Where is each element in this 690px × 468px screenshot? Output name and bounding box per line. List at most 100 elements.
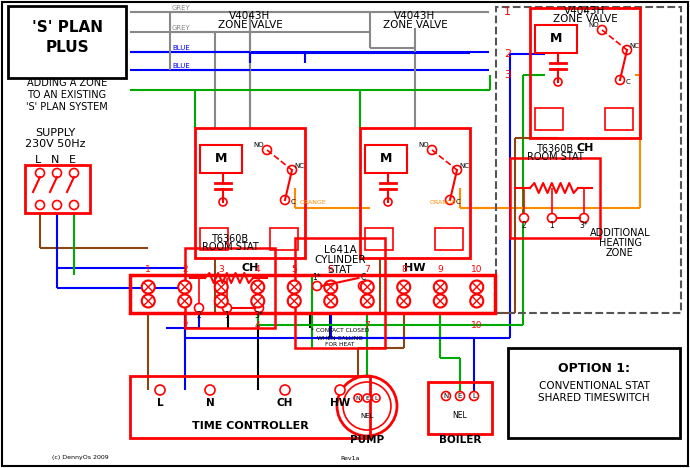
Circle shape [469, 392, 478, 401]
Text: C: C [455, 199, 460, 205]
Text: GREY: GREY [172, 5, 190, 11]
Bar [200, 145, 242, 173]
Text: 3*: 3* [255, 312, 264, 321]
Circle shape [455, 392, 464, 401]
Text: T6360B: T6360B [211, 234, 248, 244]
Text: 3: 3 [218, 264, 224, 273]
Circle shape [219, 198, 227, 206]
Circle shape [598, 25, 607, 35]
Text: (c) DennyOs 2009: (c) DennyOs 2009 [52, 455, 108, 461]
Text: 9: 9 [437, 264, 443, 273]
Text: 2: 2 [504, 49, 511, 59]
Circle shape [361, 280, 374, 293]
Bar [185, 248, 275, 328]
Circle shape [281, 196, 290, 205]
Text: 'S' PLAN: 'S' PLAN [32, 21, 103, 36]
Text: NO: NO [589, 22, 600, 28]
Text: ORANGE: ORANGE [300, 200, 327, 205]
Circle shape [52, 200, 61, 210]
Text: E: E [365, 395, 369, 401]
Text: 7: 7 [364, 264, 370, 273]
Circle shape [35, 168, 44, 177]
Bar [130, 275, 495, 313]
Text: N: N [355, 395, 360, 401]
Circle shape [622, 45, 631, 54]
Text: M: M [550, 32, 562, 45]
Text: CH: CH [576, 143, 593, 153]
Bar [270, 228, 298, 250]
Text: CYLINDER: CYLINDER [314, 255, 366, 265]
Text: L: L [374, 395, 377, 401]
Circle shape [471, 294, 483, 307]
Text: C: C [290, 199, 295, 205]
Text: 1: 1 [504, 7, 511, 17]
Circle shape [215, 294, 228, 307]
Bar [496, 7, 681, 313]
Text: N: N [444, 393, 448, 399]
Circle shape [520, 213, 529, 222]
Text: M: M [380, 153, 392, 166]
Circle shape [141, 294, 155, 307]
Text: V4043H: V4043H [564, 6, 606, 16]
Text: M: M [215, 153, 227, 166]
Text: 2: 2 [182, 321, 188, 329]
Text: ROOM STAT: ROOM STAT [526, 152, 583, 162]
Circle shape [255, 304, 264, 313]
Bar [365, 145, 407, 173]
Text: WHEN CALLING: WHEN CALLING [317, 336, 363, 341]
Text: 230V 50Hz: 230V 50Hz [25, 139, 86, 149]
Circle shape [35, 200, 44, 210]
Text: PLUS: PLUS [45, 41, 89, 56]
Bar [25, 165, 90, 213]
Text: ZONE VALVE: ZONE VALVE [383, 20, 447, 30]
Text: 10: 10 [471, 264, 482, 273]
Text: OPTION 1:: OPTION 1: [558, 361, 630, 374]
Text: 8: 8 [401, 264, 406, 273]
Text: NO: NO [419, 142, 429, 148]
Circle shape [397, 280, 411, 293]
Circle shape [453, 166, 462, 175]
Circle shape [446, 196, 455, 205]
Text: NEL: NEL [453, 411, 467, 421]
Circle shape [205, 385, 215, 395]
Bar [508, 348, 680, 438]
Text: BLUE: BLUE [172, 45, 190, 51]
Text: 4: 4 [255, 264, 261, 273]
Text: CH: CH [277, 398, 293, 408]
Text: ZONE: ZONE [606, 248, 634, 258]
Bar [200, 228, 228, 250]
Text: V4043H: V4043H [395, 11, 435, 21]
Text: 1: 1 [225, 312, 229, 321]
Text: ZONE VALVE: ZONE VALVE [217, 20, 282, 30]
Circle shape [363, 394, 371, 402]
Circle shape [434, 280, 446, 293]
Text: CONVENTIONAL STAT: CONVENTIONAL STAT [539, 381, 649, 391]
Text: NC: NC [629, 43, 639, 49]
Text: 1: 1 [550, 221, 554, 231]
Text: Rev1a: Rev1a [340, 455, 359, 461]
Text: 5: 5 [291, 264, 297, 273]
Circle shape [372, 394, 380, 402]
Bar [605, 108, 633, 130]
Text: TO AN EXISTING: TO AN EXISTING [28, 90, 106, 100]
Bar [435, 228, 463, 250]
Circle shape [547, 213, 557, 222]
Text: FOR HEAT: FOR HEAT [326, 343, 355, 348]
Bar [428, 382, 492, 434]
Circle shape [335, 385, 345, 395]
Text: BOILER: BOILER [439, 435, 481, 445]
Text: C: C [360, 272, 366, 281]
Circle shape [288, 294, 301, 307]
Text: NO: NO [254, 142, 264, 148]
Circle shape [434, 294, 446, 307]
Text: HEATING: HEATING [598, 238, 642, 248]
Text: ROOM STAT: ROOM STAT [201, 242, 258, 252]
Text: 7: 7 [364, 321, 370, 329]
Bar [360, 128, 470, 258]
Circle shape [178, 294, 191, 307]
Circle shape [359, 281, 368, 291]
Text: HW: HW [330, 398, 350, 408]
Text: ORANGE: ORANGE [430, 200, 457, 205]
Circle shape [354, 394, 362, 402]
Circle shape [288, 166, 297, 175]
